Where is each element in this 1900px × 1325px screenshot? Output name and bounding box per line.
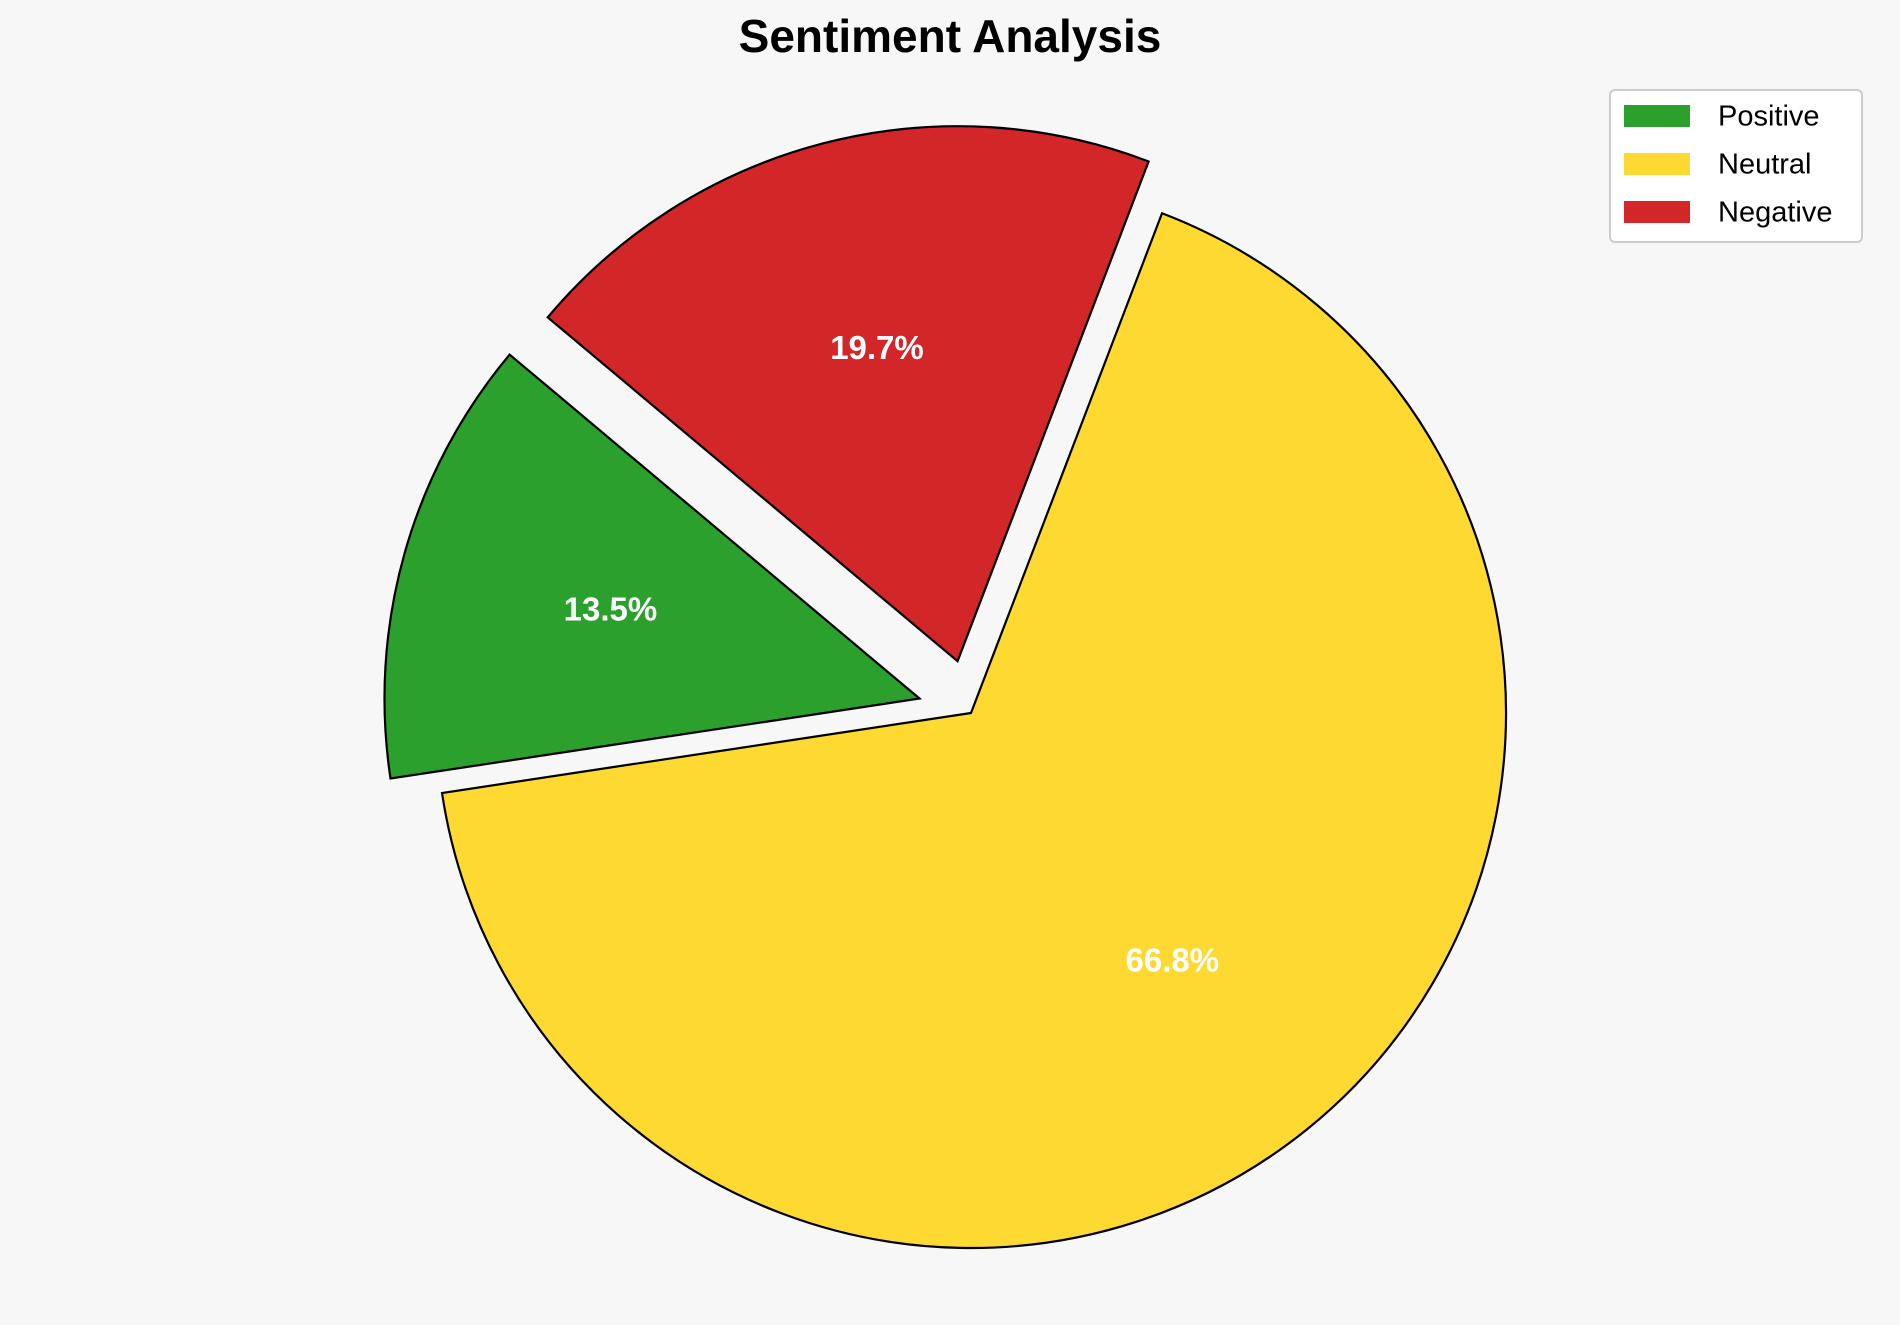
legend-label: Negative xyxy=(1718,197,1832,229)
slice-label: 13.5% xyxy=(564,590,658,627)
pie-slice xyxy=(440,211,1508,1250)
legend-label: Neutral xyxy=(1718,149,1812,181)
legend-label: Positive xyxy=(1718,101,1820,133)
slice-label: 66.8% xyxy=(1126,942,1220,979)
legend-swatch xyxy=(1624,153,1690,175)
pie-slice xyxy=(383,353,923,780)
legend-swatch xyxy=(1624,105,1690,127)
pie-slice xyxy=(546,125,1151,664)
legend-swatch xyxy=(1624,201,1690,223)
legend: Positive Neutral Negative xyxy=(1609,89,1863,243)
slice-label: 19.7% xyxy=(830,329,924,366)
chart-title: Sentiment Analysis xyxy=(739,10,1162,62)
